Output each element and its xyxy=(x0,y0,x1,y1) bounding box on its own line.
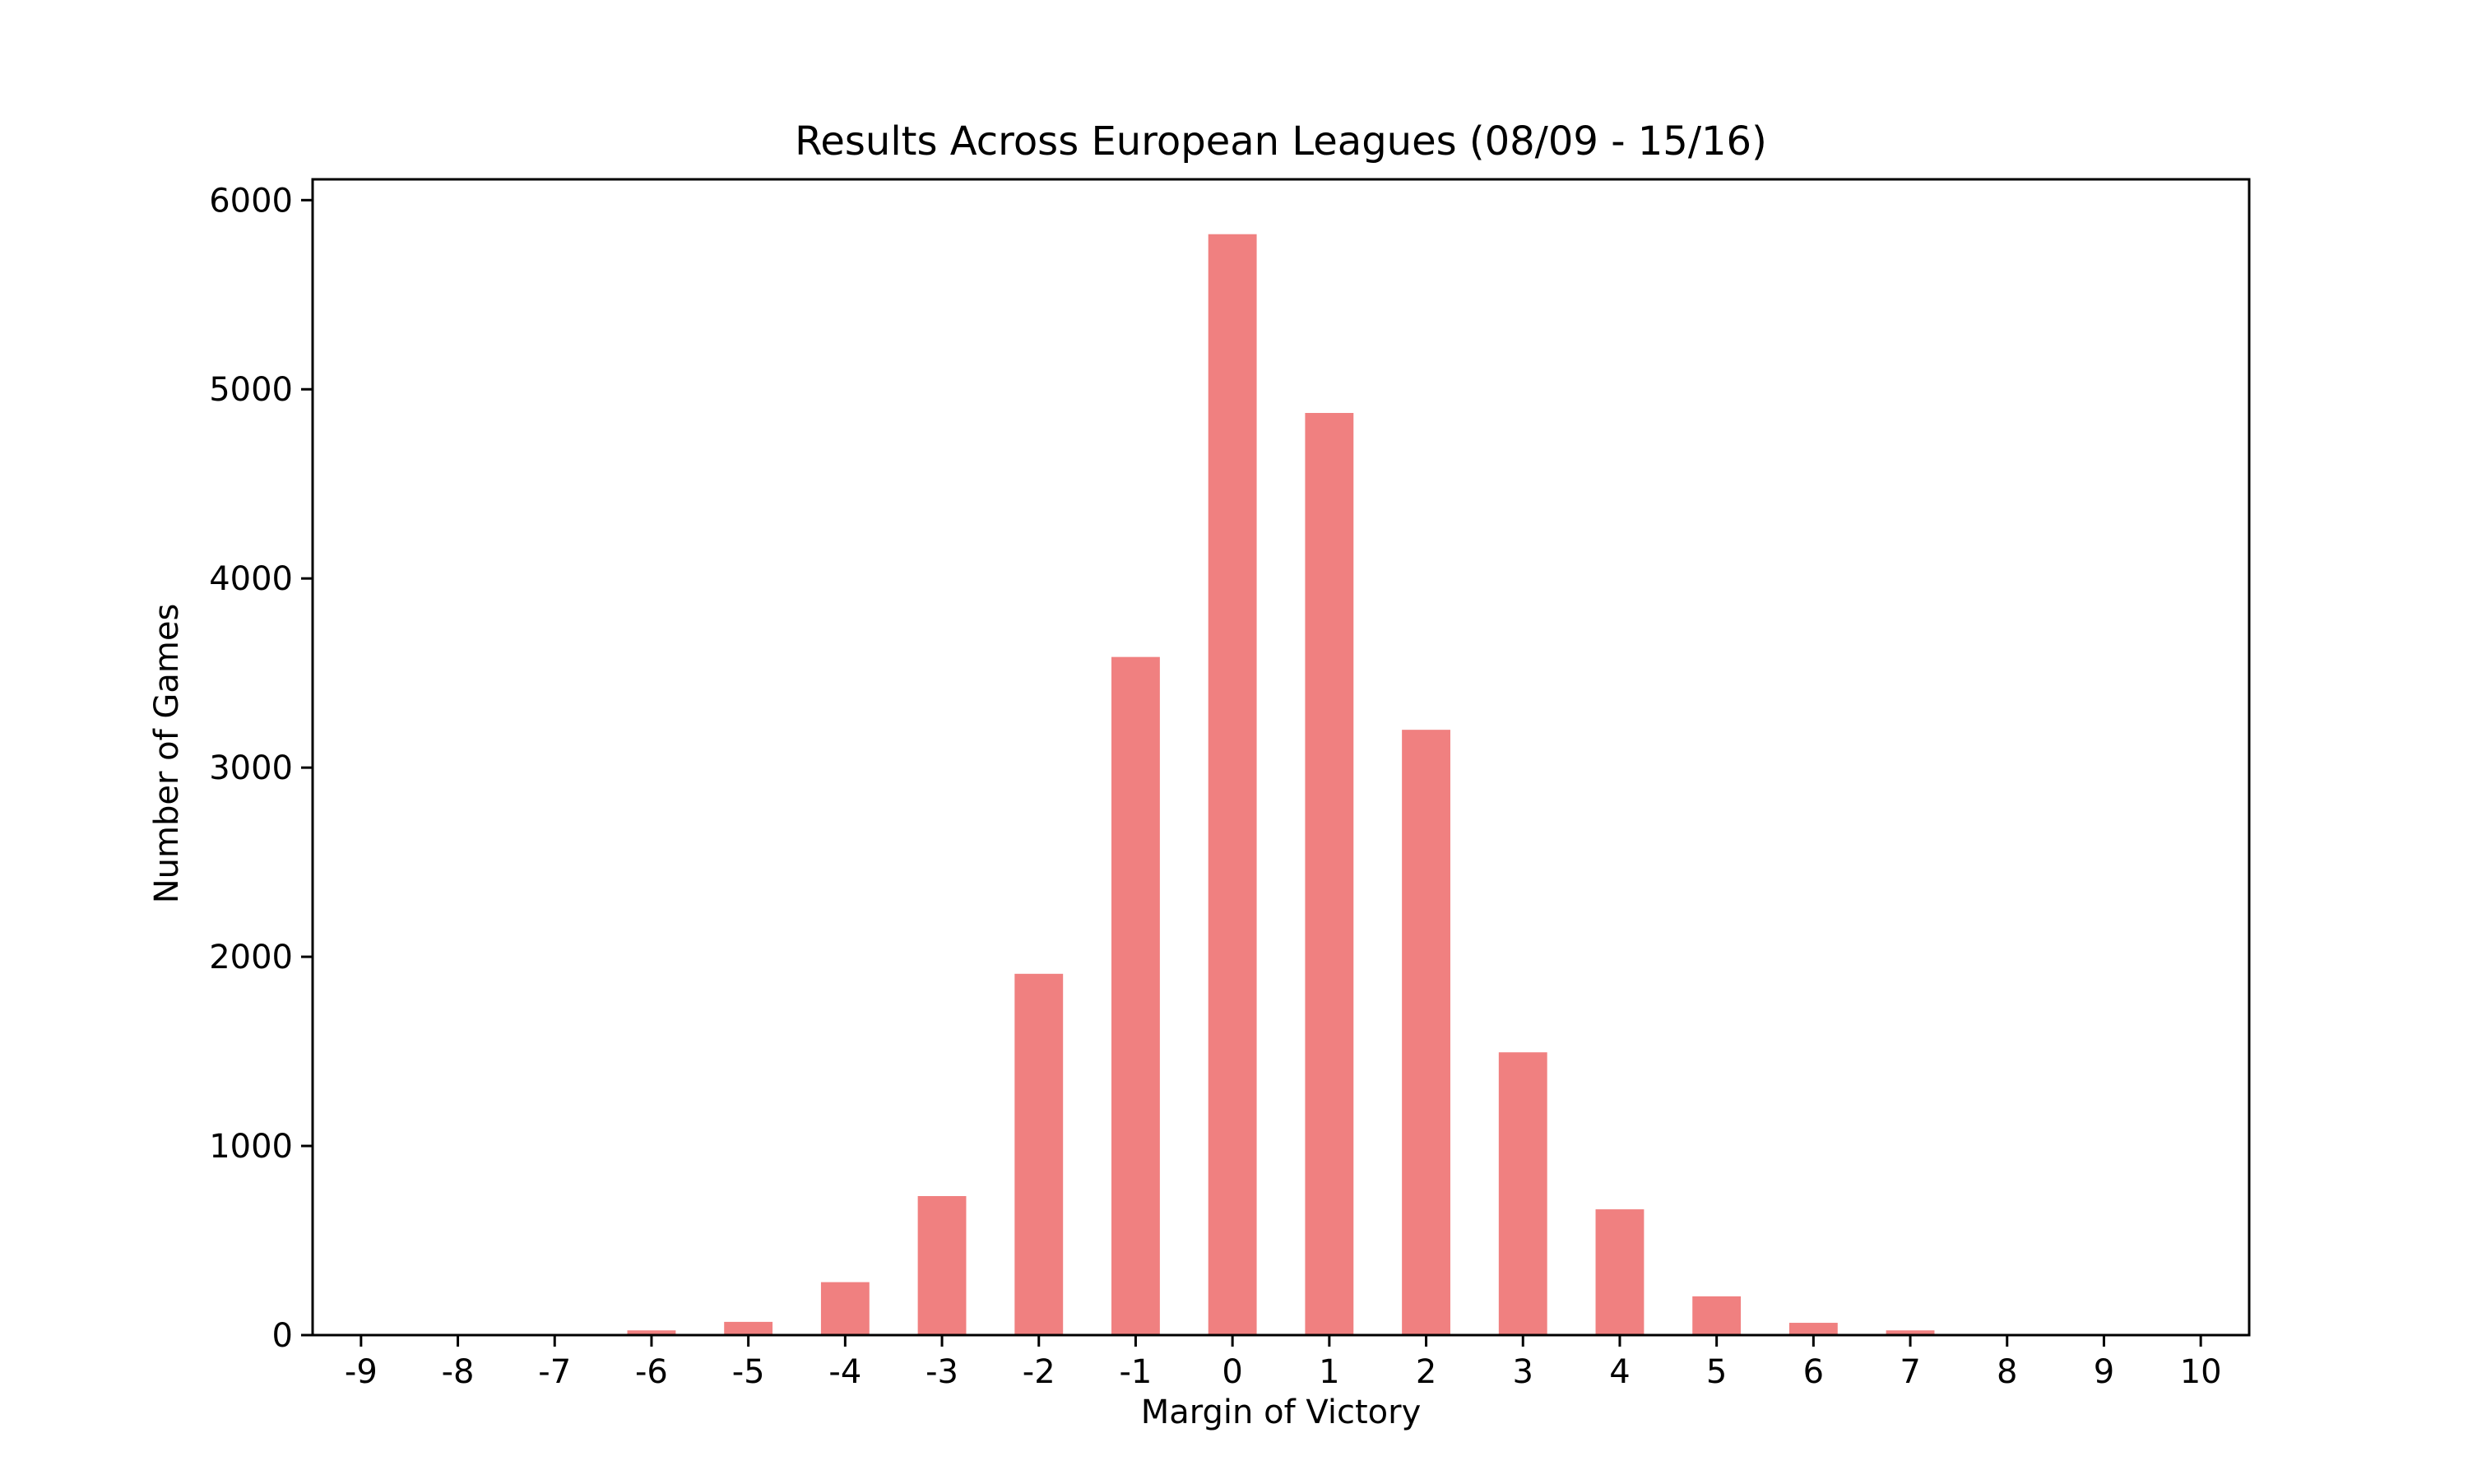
bar-1 xyxy=(1305,413,1353,1335)
x-tick-label: -8 xyxy=(442,1353,475,1391)
x-axis-label: Margin of Victory xyxy=(1141,1394,1421,1431)
x-tick-label: -6 xyxy=(635,1353,668,1391)
x-tick-label: 3 xyxy=(1513,1353,1533,1391)
bar--1 xyxy=(1111,657,1160,1335)
bar-4 xyxy=(1596,1209,1645,1335)
x-tick-label: 8 xyxy=(1997,1353,2017,1391)
x-tick-label: -1 xyxy=(1120,1353,1153,1391)
y-tick-label: 5000 xyxy=(209,371,293,409)
bar-0 xyxy=(1208,234,1257,1335)
bar--5 xyxy=(724,1322,772,1335)
x-tick-label: 6 xyxy=(1803,1353,1824,1391)
x-tick-label: 7 xyxy=(1900,1353,1920,1391)
y-axis-label: Number of Games xyxy=(148,604,186,904)
y-tick-label: 2000 xyxy=(209,939,293,976)
x-tick-label: -9 xyxy=(345,1353,378,1391)
bar-2 xyxy=(1402,730,1450,1335)
bar-5 xyxy=(1692,1296,1741,1335)
x-tick-label: -2 xyxy=(1023,1353,1055,1391)
bar--4 xyxy=(821,1282,870,1335)
y-tick-label: 3000 xyxy=(209,749,293,787)
x-tick-label: 0 xyxy=(1222,1353,1242,1391)
x-tick-label: -3 xyxy=(926,1353,958,1391)
y-tick-label: 0 xyxy=(272,1317,293,1355)
y-tick-label: 6000 xyxy=(209,182,293,220)
x-tick-label: 2 xyxy=(1416,1353,1436,1391)
x-tick-label: 4 xyxy=(1609,1353,1630,1391)
x-tick-label: 10 xyxy=(2180,1353,2222,1391)
bar-6 xyxy=(1789,1323,1838,1335)
y-tick-label: 1000 xyxy=(209,1128,293,1166)
x-tick-label: 5 xyxy=(1706,1353,1727,1391)
x-tick-label: -7 xyxy=(538,1353,571,1391)
x-tick-label: -5 xyxy=(732,1353,765,1391)
bar--3 xyxy=(918,1196,967,1335)
bar-3 xyxy=(1499,1052,1547,1335)
y-tick-label: 4000 xyxy=(209,560,293,598)
x-tick-label: 9 xyxy=(2094,1353,2114,1391)
x-tick-label: 1 xyxy=(1319,1353,1339,1391)
chart-title: Results Across European Leagues (08/09 -… xyxy=(795,118,1767,165)
x-tick-label: -4 xyxy=(828,1353,861,1391)
bar--2 xyxy=(1014,974,1063,1335)
